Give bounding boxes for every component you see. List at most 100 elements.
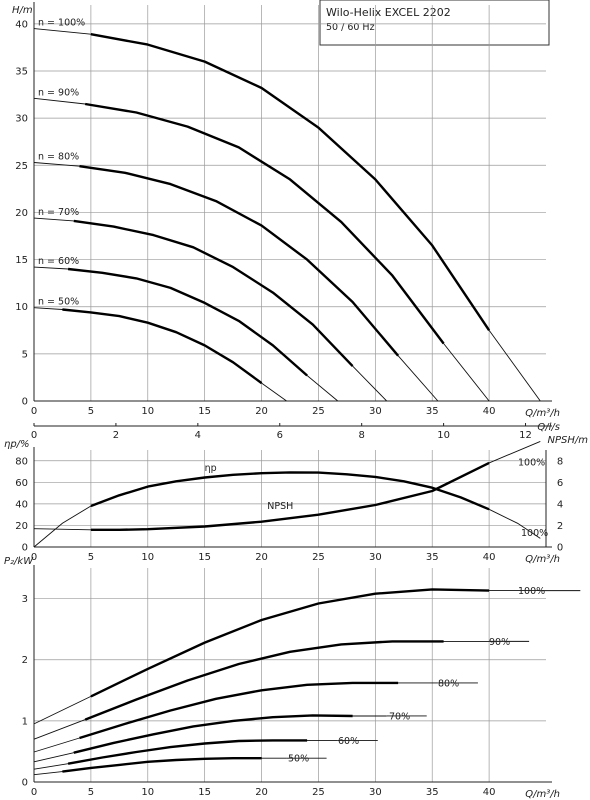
x-tick-label: 40: [483, 406, 496, 417]
x-tick-label: 35: [426, 787, 439, 798]
series-op-range-n-100: [90, 33, 491, 331]
x-tick-label: 25: [312, 552, 325, 563]
y-tick-label: 60: [15, 478, 28, 489]
x-tick-label: 20: [255, 787, 268, 798]
x2-tick-label: 2: [113, 430, 119, 441]
y-tick-label: 20: [15, 521, 28, 532]
series-label-n-60: n = 60%: [38, 256, 79, 267]
x2-tick-label: 10: [437, 430, 450, 441]
series-label-n-100: n = 100%: [38, 18, 85, 29]
x-tick-label: 5: [88, 552, 94, 563]
x-axis-label: Q/m³/h: [525, 408, 560, 419]
x-tick-label: 0: [31, 787, 37, 798]
y2-tick-label: 2: [557, 521, 563, 532]
y2-tick-label: 4: [557, 499, 563, 510]
series-op-range-90: [84, 640, 444, 721]
series-label-n-50: n = 50%: [38, 297, 79, 308]
x-tick-label: 40: [483, 552, 496, 563]
x-tick-label: 30: [369, 406, 382, 417]
y-tick-label: 30: [15, 114, 28, 125]
x-tick-label: 10: [141, 552, 154, 563]
series-op-range-npsh: [90, 461, 490, 531]
x-tick-label: 35: [426, 552, 439, 563]
series-op-range-n-90: [85, 102, 445, 345]
series-op-range-p: [90, 471, 490, 511]
series-label-100: 100%: [518, 586, 545, 597]
x-tick-label: 35: [426, 406, 439, 417]
y-tick-label: 40: [15, 19, 28, 30]
y-tick-label: 35: [15, 67, 28, 78]
series-label-80: 80%: [438, 678, 459, 689]
y-tick-label: 2: [22, 655, 28, 666]
y-tick-label: 40: [15, 499, 28, 510]
y2-tick-label: 0: [557, 543, 563, 554]
x-tick-label: 20: [255, 552, 268, 563]
series-label-90: 90%: [489, 637, 510, 648]
series-label-npsh: NPSH: [267, 501, 293, 512]
title-box: Wilo-Helix EXCEL 2202 50 / 60 Hz: [319, 0, 550, 46]
title-box-frame: [319, 0, 550, 46]
series-op-range-50: [62, 757, 262, 773]
series-line-npsh: [33, 440, 541, 531]
series-line-n-50: [33, 307, 287, 402]
x-axis-label: Q/m³/h: [525, 554, 560, 565]
y-tick-label: 20: [15, 208, 28, 219]
series-label-n-70: n = 70%: [38, 207, 79, 218]
series-label-70: 70%: [389, 711, 410, 722]
x-tick-label: 10: [141, 406, 154, 417]
y-tick-label: 0: [22, 543, 28, 554]
y2-tick-label: 6: [557, 478, 563, 489]
y-axis-label: H/m: [12, 5, 33, 16]
series-line-70: [33, 714, 387, 763]
series-label-n-80: n = 80%: [38, 151, 79, 162]
chart-subtitle: 50 / 60 Hz: [326, 22, 375, 33]
series-op-range-n-70: [73, 219, 354, 367]
x-tick-label: 25: [312, 787, 325, 798]
x2-tick-label: 8: [358, 430, 364, 441]
series-op-range-n-50: [62, 308, 263, 385]
y-tick-label: 5: [22, 349, 28, 360]
x2-tick-label: 6: [277, 430, 283, 441]
y-tick-label: 80: [15, 456, 28, 467]
series-op-range-80: [79, 681, 399, 740]
y-tick-label: 3: [22, 594, 28, 605]
x-tick-label: 30: [369, 787, 382, 798]
series-label-50: 50%: [288, 754, 309, 765]
series-label-etap: ηp: [205, 463, 217, 474]
series-op-range-n-60: [67, 267, 308, 377]
x-tick-label: 20: [255, 406, 268, 417]
series-op-range-n-80: [79, 165, 400, 357]
x-tick-label: 15: [198, 552, 211, 563]
series-line-100: [33, 588, 541, 725]
series-label-n-90: n = 90%: [38, 87, 79, 98]
y-tick-label: 15: [15, 255, 28, 266]
x-tick-label: 30: [369, 552, 382, 563]
x2-axis-label: Q/l/s: [537, 422, 560, 433]
y2-axis-label: NPSH/m: [548, 435, 589, 446]
x-tick-label: 0: [31, 552, 37, 563]
series-line-n-100: [33, 28, 541, 402]
series-op-range-70: [73, 714, 353, 754]
x-tick-label: 15: [198, 406, 211, 417]
chart-title: Wilo-Helix EXCEL 2202: [326, 6, 451, 19]
y-tick-label: 25: [15, 161, 28, 172]
x2-tick-label: 4: [195, 430, 201, 441]
y-tick-label: 10: [15, 302, 28, 313]
x-tick-label: 5: [88, 787, 94, 798]
x2-tick-label: 0: [31, 430, 37, 441]
series-op-range-60: [67, 739, 308, 765]
y-tick-label: 1: [22, 716, 28, 727]
y-tick-label: 0: [22, 397, 28, 408]
x2-tick-label: 12: [519, 430, 532, 441]
series-line-n-60: [33, 266, 339, 402]
series-op-range-100: [90, 588, 490, 698]
x-tick-label: 40: [483, 787, 496, 798]
x-tick-label: 10: [141, 787, 154, 798]
x-tick-label: 5: [88, 406, 94, 417]
series-end-label-npsh: 100%: [521, 528, 548, 539]
